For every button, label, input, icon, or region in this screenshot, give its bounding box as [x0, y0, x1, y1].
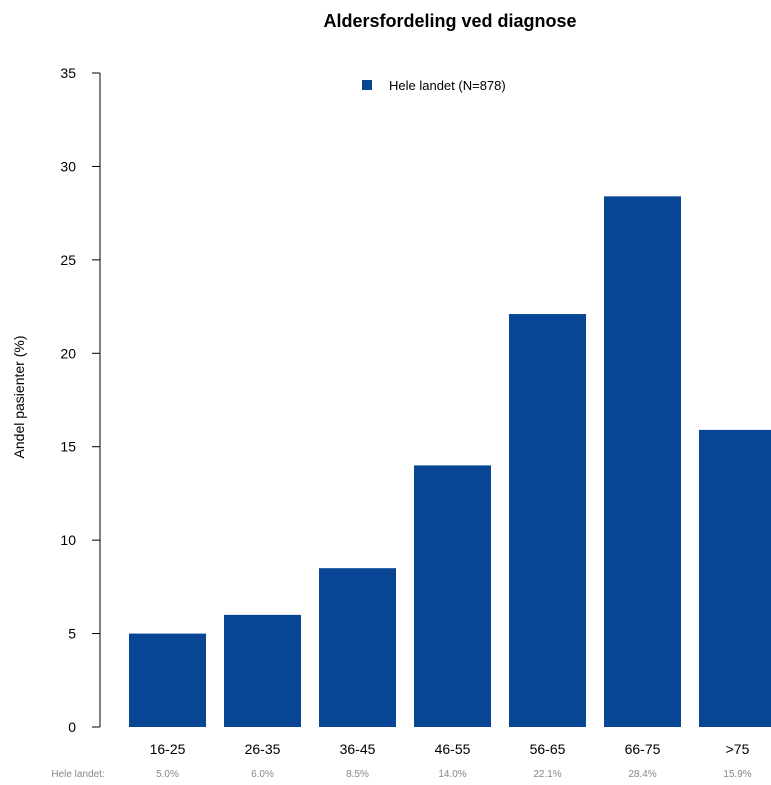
y-tick-label: 25 [60, 252, 76, 268]
y-tick-label: 20 [60, 345, 76, 361]
bar-56-65 [509, 314, 586, 727]
category-label: 46-55 [435, 741, 471, 757]
y-axis: 0 5 10 15 20 25 30 35 [60, 65, 101, 735]
category-label: >75 [726, 741, 750, 757]
bar-26-35 [224, 614, 301, 727]
y-tick-label: 5 [68, 626, 76, 642]
category-label: 16-25 [150, 741, 186, 757]
y-tick-label: 35 [60, 65, 76, 81]
percentage-label: 28.4% [628, 769, 656, 780]
percentage-label: 8.5% [346, 769, 369, 780]
percentage-label: 5.0% [156, 769, 179, 780]
bar-16-25 [129, 633, 206, 727]
bar->75 [699, 429, 771, 727]
category-label: 36-45 [340, 741, 376, 757]
percentage-label: 14.0% [438, 769, 466, 780]
percentage-row: 5.0% 6.0% 8.5% 14.0% 22.1% 28.4% 15.9% [156, 769, 752, 780]
category-labels: 16-25 26-35 36-45 46-55 56-65 66-75 >75 [150, 741, 750, 757]
y-tick-label: 15 [60, 439, 76, 455]
category-label: 66-75 [625, 741, 661, 757]
bar-66-75 [604, 196, 681, 728]
category-label: 56-65 [530, 741, 566, 757]
bar-36-45 [319, 568, 396, 727]
legend-swatch [362, 80, 372, 90]
table-row-label: Hele landet: [51, 769, 104, 780]
y-tick-label: 30 [60, 158, 76, 174]
bars [129, 196, 771, 728]
y-axis-label: Andel pasienter (%) [11, 336, 27, 459]
percentage-label: 6.0% [251, 769, 274, 780]
y-tick-label: 10 [60, 532, 76, 548]
legend: Hele landet (N=878) [362, 78, 506, 93]
bar-46-55 [414, 465, 491, 727]
percentage-label: 15.9% [723, 769, 751, 780]
category-label: 26-35 [245, 741, 281, 757]
y-tick-label: 0 [68, 719, 76, 735]
chart-title: Aldersfordeling ved diagnose [323, 11, 576, 31]
legend-label: Hele landet (N=878) [389, 78, 506, 93]
percentage-label: 22.1% [533, 769, 561, 780]
